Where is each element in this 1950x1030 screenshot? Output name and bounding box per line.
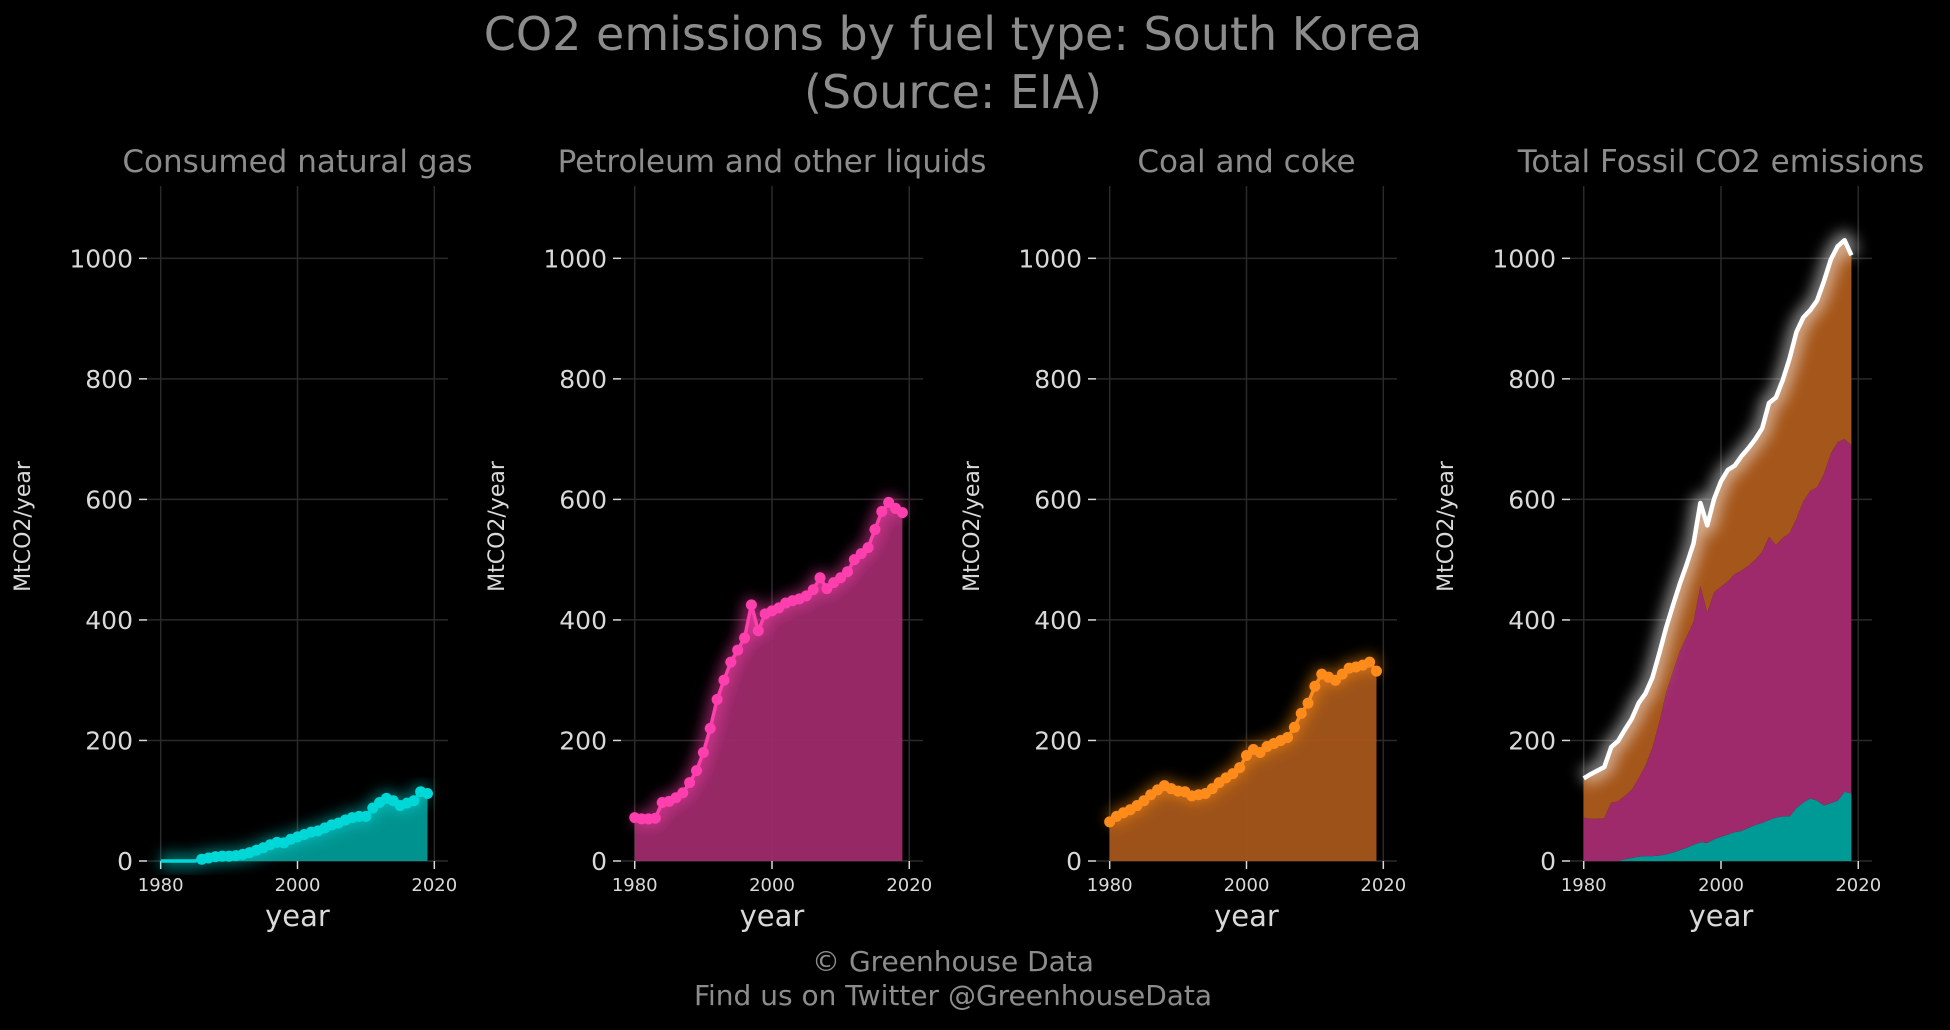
data-point <box>814 572 826 584</box>
x-tick-label: 2000 <box>749 875 795 896</box>
x-axis-label: year <box>265 899 330 933</box>
y-tick-label: 200 <box>1508 726 1556 755</box>
panel-4: Total Fossil CO2 emissions 0 200 400 600 800 1… <box>1434 144 1924 933</box>
x-tick-label: 2020 <box>886 875 932 896</box>
x-tick-label: 1980 <box>138 875 184 896</box>
y-axis-label: MtCO2/year <box>485 460 510 592</box>
panel-title: Total Fossil CO2 emissions <box>1517 144 1925 180</box>
y-tick-label: 600 <box>85 485 133 514</box>
y-axis-label: MtCO2/year <box>960 460 985 592</box>
data-point <box>1302 697 1314 709</box>
y-tick-label: 800 <box>559 365 607 394</box>
footer-twitter: Find us on Twitter @GreenhouseData <box>694 979 1212 1012</box>
y-tick-label: 0 <box>1540 847 1556 876</box>
data-point <box>711 693 723 705</box>
y-tick-label: 600 <box>559 485 607 514</box>
y-tick-label: 1000 <box>1018 244 1082 273</box>
data-point <box>876 505 888 517</box>
y-tick-label: 800 <box>1034 365 1082 394</box>
x-tick-label: 1980 <box>1561 875 1607 896</box>
y-axis-label: MtCO2/year <box>11 460 36 592</box>
data-point <box>725 656 737 668</box>
y-tick-label: 200 <box>85 726 133 755</box>
data-point <box>704 722 716 734</box>
data-point <box>807 584 819 596</box>
data-point <box>684 777 696 789</box>
data-point <box>697 747 709 759</box>
y-tick-label: 200 <box>1034 726 1082 755</box>
y-tick-label: 1000 <box>69 244 133 273</box>
data-point <box>691 765 702 777</box>
y-tick-label: 800 <box>1508 365 1556 394</box>
panel-title: Consumed natural gas <box>122 144 472 180</box>
y-tick-label: 1000 <box>1492 244 1556 273</box>
data-point <box>408 795 420 807</box>
x-tick-label: 1980 <box>1087 875 1133 896</box>
data-point <box>718 674 730 686</box>
total-line <box>1582 237 1854 781</box>
data-point <box>421 788 433 799</box>
y-tick-label: 400 <box>1508 606 1556 635</box>
x-tick-label: 2000 <box>1224 875 1270 896</box>
data-point <box>1309 680 1321 692</box>
y-tick-label: 1000 <box>543 244 607 273</box>
data-point <box>752 625 764 637</box>
data-point <box>360 810 372 822</box>
stacked-area-2 <box>1583 439 1852 861</box>
panel-2: Petroleum and other liquids 0 200 400 600 800… <box>485 144 986 933</box>
data-point <box>1370 665 1382 677</box>
y-tick-label: 0 <box>117 847 133 876</box>
y-tick-label: 800 <box>85 365 133 394</box>
data-point <box>732 644 744 656</box>
data-point <box>1295 707 1307 719</box>
x-axis-label: year <box>1689 899 1754 933</box>
x-axis-label: year <box>740 899 805 933</box>
data-point <box>862 542 874 554</box>
y-tick-label: 400 <box>559 606 607 635</box>
data-point <box>745 599 757 611</box>
y-axis-label: MtCO2/year <box>1434 460 1459 592</box>
data-point <box>1282 731 1294 743</box>
x-axis-label: year <box>1214 899 1279 933</box>
panel-1: Consumed natural gas 0 200 400 600 800 1000 198… <box>11 144 473 933</box>
x-tick-label: 2000 <box>1698 875 1744 896</box>
y-tick-label: 0 <box>591 847 607 876</box>
x-tick-label: 2020 <box>1835 875 1881 896</box>
series-area <box>160 791 428 861</box>
stacked-area-1 <box>1583 791 1852 861</box>
panel-3: Coal and coke 0 200 400 600 800 1000 1980 2000 20… <box>960 144 1406 933</box>
data-point <box>1364 656 1376 668</box>
y-tick-label: 0 <box>1066 847 1082 876</box>
y-tick-label: 600 <box>1508 485 1556 514</box>
data-point <box>869 524 881 536</box>
x-tick-label: 1980 <box>612 875 658 896</box>
data-point <box>739 632 751 644</box>
data-point <box>896 507 908 519</box>
x-tick-label: 2000 <box>275 875 321 896</box>
figure-title-line1: CO2 emissions by fuel type: South Korea <box>484 7 1422 61</box>
x-tick-label: 2020 <box>1360 875 1406 896</box>
footer-copyright: © Greenhouse Data <box>812 945 1094 978</box>
panel-title: Coal and coke <box>1137 144 1355 180</box>
y-tick-label: 400 <box>85 606 133 635</box>
x-tick-label: 2020 <box>411 875 457 896</box>
y-tick-label: 400 <box>1034 606 1082 635</box>
data-point <box>677 787 689 799</box>
y-tick-label: 200 <box>559 726 607 755</box>
data-point <box>1234 762 1246 774</box>
y-tick-label: 600 <box>1034 485 1082 514</box>
data-point <box>842 566 853 578</box>
data-point <box>649 812 661 824</box>
panel-title: Petroleum and other liquids <box>558 144 987 180</box>
figure-title-line2: (Source: EIA) <box>804 65 1102 119</box>
data-point <box>1288 721 1300 733</box>
